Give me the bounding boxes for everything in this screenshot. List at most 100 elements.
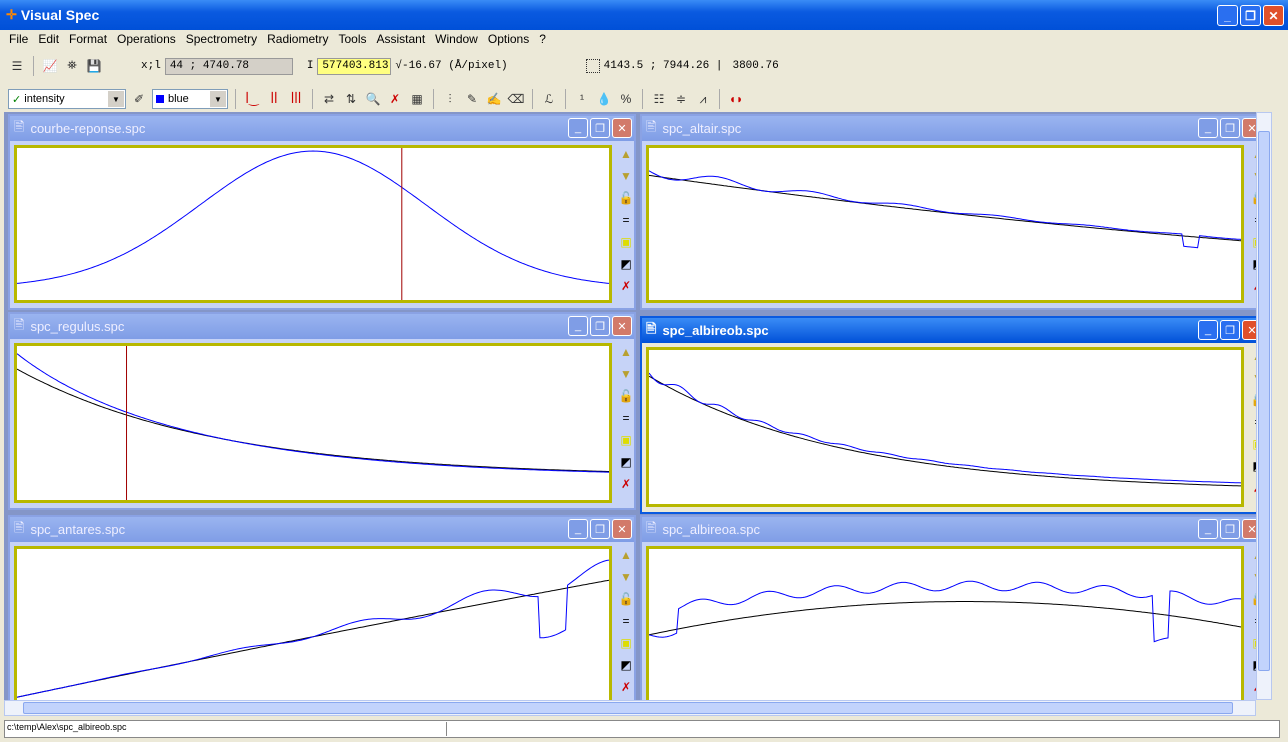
menu-[interactable]: ? <box>539 32 546 46</box>
menu-file[interactable]: File <box>9 32 29 46</box>
menu-tools[interactable]: Tools <box>338 32 367 46</box>
open-spectrum-icon[interactable]: 📈 <box>42 59 58 74</box>
zoom-reset-icon[interactable]: ✗ <box>389 92 401 106</box>
unzoom-icon[interactable]: ✗ <box>620 477 632 491</box>
child-minimize-button[interactable]: _ <box>568 118 588 138</box>
spectrum-window[interactable]: 🖹spc_altair.spc _❐✕ ▲▼🔓=▣◩✗ <box>640 114 1272 310</box>
down-arrow-icon[interactable]: ▼ <box>620 570 632 584</box>
child-close-button[interactable]: ✕ <box>612 118 632 138</box>
vertical-scrollbar[interactable] <box>1256 112 1272 700</box>
spectrum-plot[interactable] <box>646 546 1244 700</box>
spectrum-plot[interactable] <box>14 546 612 700</box>
menu-operations[interactable]: Operations <box>117 32 176 46</box>
list-icon[interactable]: ☰ <box>11 59 23 74</box>
child-title-bar[interactable]: 🖹 courbe-reponse.spc <box>10 116 634 141</box>
equal-icon[interactable]: = <box>622 213 630 227</box>
gradient-icon[interactable]: ◩ <box>620 455 632 469</box>
up-arrow-icon[interactable]: ▲ <box>620 147 632 161</box>
child-title-bar[interactable]: 🖹 spc_albireob.spc <box>642 318 1272 343</box>
child-title-bar[interactable]: 🖹 spc_albireoa.spc <box>642 517 1272 542</box>
continuum-icon[interactable]: ≑ <box>675 92 687 106</box>
lock-icon[interactable]: 🔓 <box>618 389 634 403</box>
gradient-icon[interactable]: ◩ <box>620 658 632 672</box>
equal-icon[interactable]: = <box>622 411 630 425</box>
child-title-bar[interactable]: 🖹 spc_regulus.spc <box>10 314 634 339</box>
percent-icon[interactable]: % <box>620 92 632 106</box>
spectrum-file-icon: 🖹 <box>14 519 25 535</box>
save-icon[interactable]: 💾 <box>86 59 102 74</box>
swap-icon[interactable]: ⇄ <box>323 92 335 106</box>
brush-icon[interactable]: ✐ <box>133 92 145 106</box>
gradient-icon[interactable]: ◩ <box>620 257 632 271</box>
edit-curve-icon[interactable]: ✍ <box>486 92 502 106</box>
fit-icon[interactable]: ℒ <box>544 92 554 106</box>
calculator-icon[interactable]: ▦ <box>411 92 423 106</box>
normalize-icon[interactable]: ¹ <box>580 92 584 106</box>
zoom-icon[interactable]: 🔍 <box>365 92 381 106</box>
child-maximize-button[interactable]: ❐ <box>590 118 610 138</box>
horizontal-scrollbar[interactable] <box>4 700 1256 716</box>
down-arrow-icon[interactable]: ▼ <box>620 169 632 183</box>
unzoom-icon[interactable]: ✗ <box>620 279 632 293</box>
menu-format[interactable]: Format <box>69 32 108 46</box>
select-icon[interactable]: ▣ <box>620 235 632 249</box>
child-maximize-button[interactable]: ❐ <box>590 519 610 539</box>
pencil-icon[interactable]: ✎ <box>466 92 478 106</box>
menu-options[interactable]: Options <box>487 32 530 46</box>
menu-window[interactable]: Window <box>435 32 478 46</box>
binoculars-icon[interactable]: ⛯ <box>67 59 77 73</box>
up-arrow-icon[interactable]: ▲ <box>620 345 632 359</box>
close-button[interactable]: ✕ <box>1263 5 1284 26</box>
menu-edit[interactable]: Edit <box>38 32 60 46</box>
split-icon[interactable]: ◖◗ <box>728 92 744 106</box>
spectrum-window[interactable]: 🖹 spc_antares.spc _ ❐ ✕ ▲ ▼ 🔓 = ▣ ◩ ✗ <box>8 515 636 700</box>
color-select[interactable]: blue ▼ <box>152 89 228 109</box>
child-maximize-button[interactable]: ❐ <box>1220 320 1240 340</box>
spectrum-plot[interactable] <box>14 343 612 503</box>
eraser-icon[interactable]: ⌫ <box>507 92 525 106</box>
arrows-icon[interactable]: ⇅ <box>345 92 357 106</box>
header-icon[interactable]: ☷ <box>653 92 665 106</box>
equal-icon[interactable]: = <box>622 614 630 628</box>
profile-icon[interactable]: ⩘ <box>699 91 707 106</box>
child-maximize-button[interactable]: ❐ <box>590 316 610 336</box>
child-close-button[interactable]: ✕ <box>612 316 632 336</box>
child-maximize-button[interactable]: ❐ <box>1220 519 1240 539</box>
spectrum-plot[interactable] <box>646 145 1244 303</box>
app-title: Visual Spec <box>20 7 100 23</box>
child-title-bar[interactable]: 🖹 spc_antares.spc <box>10 517 634 542</box>
spectrum-window[interactable]: 🖹spc_albireob.spc _❐✕ ▲▼🔓=▣◩✗ <box>640 316 1272 514</box>
spectrum-window[interactable]: 🖹 spc_regulus.spc _ ❐ ✕ ▲ ▼ 🔓 = ▣ ◩ ✗ <box>8 312 636 510</box>
spectrum-style2-icon[interactable]: ꟾꟾ <box>270 92 278 106</box>
select-icon[interactable]: ▣ <box>620 433 632 447</box>
lock-icon[interactable]: 🔓 <box>618 191 634 205</box>
child-title-bar[interactable]: 🖹 spc_altair.spc <box>642 116 1272 141</box>
child-minimize-button[interactable]: _ <box>1198 519 1218 539</box>
lines-icon[interactable]: ⫶ <box>448 91 452 106</box>
lock-icon[interactable]: 🔓 <box>618 592 634 606</box>
drop-icon[interactable]: 💧 <box>596 92 612 106</box>
menu-radiometry[interactable]: Radiometry <box>267 32 329 46</box>
spectrum-window[interactable]: 🖹 courbe-reponse.spc _ ❐ ✕ ▲ ▼ 🔓 = ▣ ◩ ✗ <box>8 114 636 310</box>
minimize-button[interactable]: _ <box>1217 5 1238 26</box>
maximize-button[interactable]: ❐ <box>1240 5 1261 26</box>
child-minimize-button[interactable]: _ <box>1198 320 1218 340</box>
child-minimize-button[interactable]: _ <box>568 316 588 336</box>
child-minimize-button[interactable]: _ <box>1198 118 1218 138</box>
menu-assistant[interactable]: Assistant <box>376 32 426 46</box>
down-arrow-icon[interactable]: ▼ <box>620 367 632 381</box>
child-close-button[interactable]: ✕ <box>612 519 632 539</box>
menu-spectrometry[interactable]: Spectrometry <box>185 32 258 46</box>
up-arrow-icon[interactable]: ▲ <box>620 548 632 562</box>
child-maximize-button[interactable]: ❐ <box>1220 118 1240 138</box>
mode-select[interactable]: ✓ intensity ▼ <box>8 89 126 109</box>
spectrum-plot[interactable] <box>646 347 1244 507</box>
select-icon[interactable]: ▣ <box>620 636 632 650</box>
spectrum-style3-icon[interactable]: ꟾꟾꟾ <box>290 92 302 106</box>
spectrum-plot[interactable] <box>14 145 612 303</box>
spectrum-style-icon[interactable]: ꟾ‿ <box>245 92 259 106</box>
child-minimize-button[interactable]: _ <box>568 519 588 539</box>
spectrum-window[interactable]: 🖹spc_albireoa.spc _❐✕ ▲▼🔓=▣◩✗ <box>640 515 1272 700</box>
unzoom-icon[interactable]: ✗ <box>620 680 632 694</box>
spectrum-file-icon: 🖹 <box>646 118 657 134</box>
